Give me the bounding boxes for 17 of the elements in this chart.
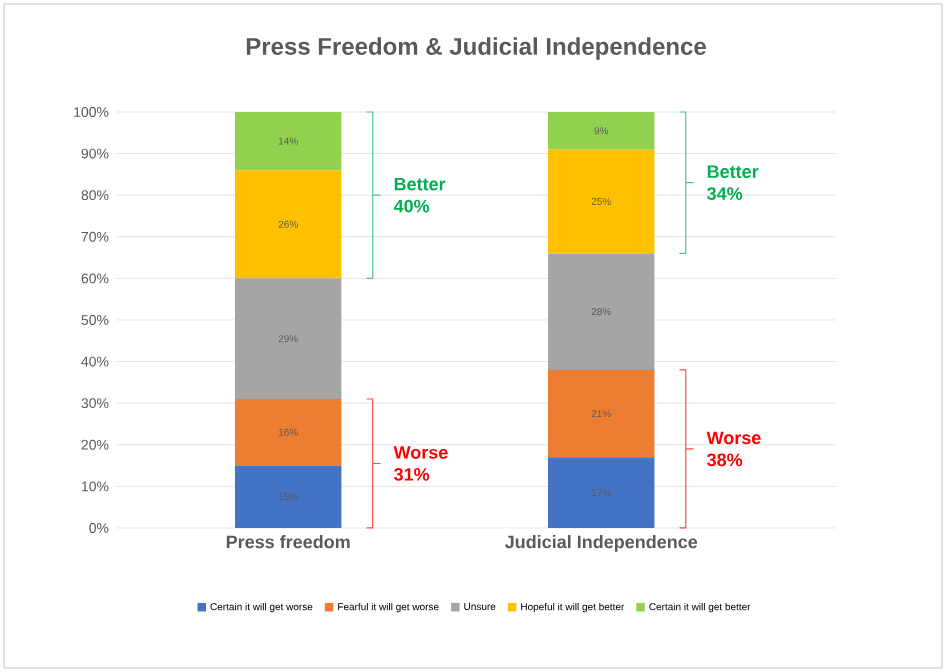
annotation: Better 34% <box>707 165 759 200</box>
annotation: Better 40% <box>393 177 446 213</box>
bar <box>548 149 655 254</box>
bar <box>234 278 342 400</box>
bar <box>548 111 655 150</box>
bar <box>234 170 342 279</box>
bar <box>234 399 342 466</box>
annotation: Worse 31% <box>393 446 448 481</box>
x-tick-label: Press freedom <box>226 535 350 549</box>
annotation: Worse 38% <box>706 431 761 467</box>
bar <box>234 111 342 171</box>
chart-title: Press Freedom & Judicial Independence <box>246 37 706 60</box>
bar <box>548 457 655 528</box>
bar <box>548 253 655 370</box>
x-tick-label: Judicial Independence <box>504 535 698 552</box>
bar <box>234 465 342 528</box>
bar <box>548 369 655 458</box>
